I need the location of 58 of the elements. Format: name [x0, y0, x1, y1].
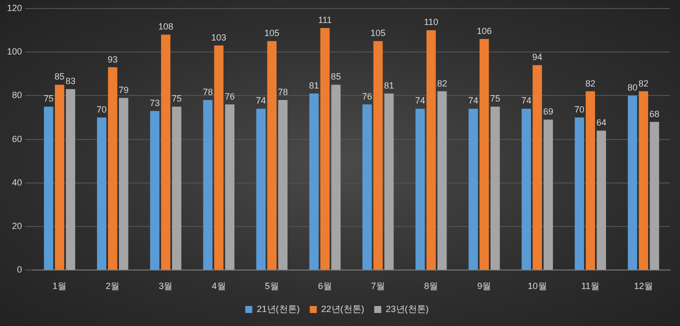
x-tick-label: 11월 — [581, 281, 600, 292]
data-label: 85 — [54, 72, 65, 82]
x-tick-label: 3월 — [158, 281, 173, 292]
x-tick-label: 12월 — [634, 281, 653, 292]
data-label: 81 — [384, 80, 394, 90]
data-label: 64 — [596, 118, 606, 128]
data-label: 70 — [96, 104, 107, 114]
data-label: 106 — [476, 26, 492, 36]
data-label: 75 — [172, 94, 182, 104]
data-label: 81 — [308, 80, 320, 90]
data-label: 78 — [202, 87, 213, 98]
data-label: 93 — [108, 54, 118, 64]
y-tick-label: 120 — [6, 2, 22, 13]
y-tick-label: 60 — [12, 134, 22, 144]
data-label: 70 — [574, 104, 584, 114]
y-tick-label: 0 — [17, 264, 22, 275]
x-tick-label: 10월 — [528, 281, 547, 292]
data-label: 105 — [370, 28, 386, 38]
y-tick-label: 100 — [6, 46, 22, 57]
data-label: 76 — [362, 91, 372, 102]
y-tick-label: 40 — [12, 177, 22, 188]
data-label: 103 — [211, 32, 226, 42]
data-label: 111 — [318, 15, 332, 26]
data-label: 79 — [118, 84, 129, 95]
x-tick-label: 8월 — [424, 281, 438, 292]
data-label: 82 — [437, 78, 448, 88]
x-tick-label: 1월 — [52, 281, 67, 292]
data-label: 105 — [264, 28, 280, 38]
x-tick-label: 4월 — [212, 281, 226, 292]
data-label: 68 — [649, 108, 660, 119]
data-label: 110 — [424, 17, 438, 28]
data-label: 74 — [468, 96, 478, 106]
data-label: 85 — [330, 72, 341, 82]
data-label: 76 — [224, 91, 235, 102]
data-label: 74 — [256, 96, 266, 106]
legend-label: 23년(천톤) — [386, 304, 429, 314]
legend-label: 22년(천톤) — [321, 304, 364, 314]
x-tick-label: 7월 — [371, 281, 386, 292]
y-tick-label: 20 — [12, 221, 22, 232]
data-label: 74 — [415, 96, 426, 106]
data-label: 74 — [521, 96, 532, 106]
data-label: 75 — [44, 94, 54, 104]
x-tick-label: 5월 — [264, 281, 279, 292]
data-label: 82 — [585, 78, 596, 88]
data-label: 94 — [532, 52, 542, 62]
data-label: 75 — [490, 94, 500, 104]
x-tick-label: 2월 — [106, 281, 120, 292]
y-tick-label: 80 — [12, 90, 22, 100]
data-label: 108 — [158, 22, 174, 32]
data-label: 82 — [638, 78, 648, 88]
data-label: 69 — [543, 106, 554, 117]
data-label: 73 — [150, 98, 160, 108]
x-tick-label: 9월 — [477, 281, 492, 292]
data-label: 83 — [66, 76, 76, 86]
legend-label: 21년(천톤) — [256, 304, 300, 314]
data-label: 80 — [627, 82, 638, 93]
data-label: 78 — [278, 87, 288, 98]
x-tick-label: 6월 — [318, 281, 332, 292]
